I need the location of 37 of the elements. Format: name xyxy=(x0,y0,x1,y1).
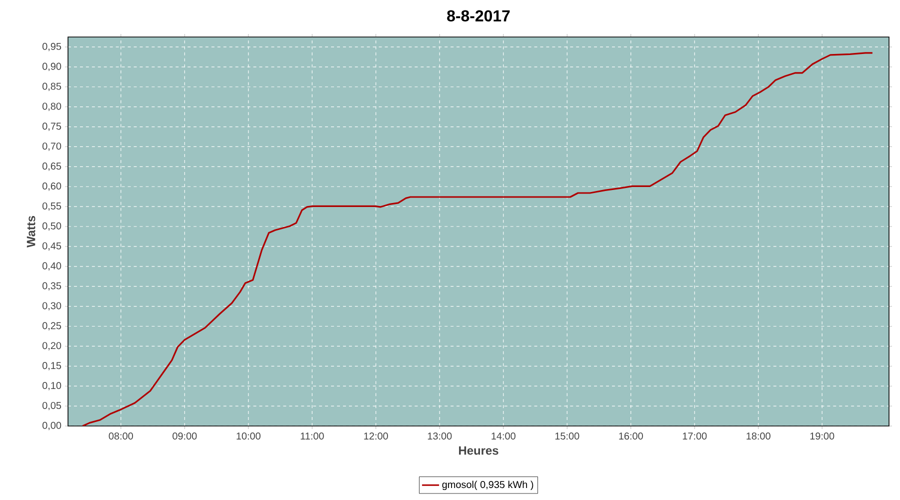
x-tick-label: 14:00 xyxy=(492,432,516,440)
y-tick-label: 0,30 xyxy=(42,302,62,310)
y-tick-label: 0,00 xyxy=(42,422,62,430)
x-tick-label: 13:00 xyxy=(428,432,452,440)
line-series xyxy=(82,52,874,426)
x-axis-title: Heures xyxy=(459,446,498,455)
x-tick-label: 19:00 xyxy=(810,432,834,440)
y-tick-label: 0,85 xyxy=(42,82,62,91)
y-tick-label: 0,80 xyxy=(42,102,62,111)
x-tick-label: 08:00 xyxy=(108,432,133,440)
x-tick-label: 16:00 xyxy=(619,432,643,440)
y-tick-label: 0,55 xyxy=(42,202,62,211)
legend-label: gmosol( 0,935 kWh ) xyxy=(442,480,534,490)
y-tick-label: 0,25 xyxy=(42,322,62,330)
y-tick-label: 0,60 xyxy=(42,182,62,191)
y-tick-label: 0,45 xyxy=(42,242,62,251)
x-tick-label: 12:00 xyxy=(364,432,388,440)
y-tick-label: 0,20 xyxy=(42,342,62,350)
y-tick-label: 0,65 xyxy=(42,162,62,171)
x-tick-label: 15:00 xyxy=(555,432,580,440)
y-tick-label: 0,70 xyxy=(42,142,62,151)
y-axis-title: Watts xyxy=(26,216,36,248)
chart-title: 8-8-2017 xyxy=(447,10,510,22)
x-tick-label: 11:00 xyxy=(300,432,324,440)
y-tick-label: 0,10 xyxy=(42,382,62,390)
y-tick-label: 0,15 xyxy=(42,362,62,370)
y-tick-label: 0,35 xyxy=(42,282,62,290)
y-tick-label: 0,40 xyxy=(42,262,62,271)
y-tick-label: 0,05 xyxy=(42,402,62,410)
y-tick-label: 0,95 xyxy=(42,42,62,52)
y-tick-label: 0,90 xyxy=(42,62,62,72)
x-tick-label: 09:00 xyxy=(172,432,197,440)
y-tick-label: 0,50 xyxy=(42,222,62,231)
x-tick-label: 17:00 xyxy=(682,432,707,440)
x-tick-label: 18:00 xyxy=(746,432,770,440)
x-tick-label: 10:00 xyxy=(236,432,260,440)
y-tick-label: 0,75 xyxy=(42,122,62,131)
